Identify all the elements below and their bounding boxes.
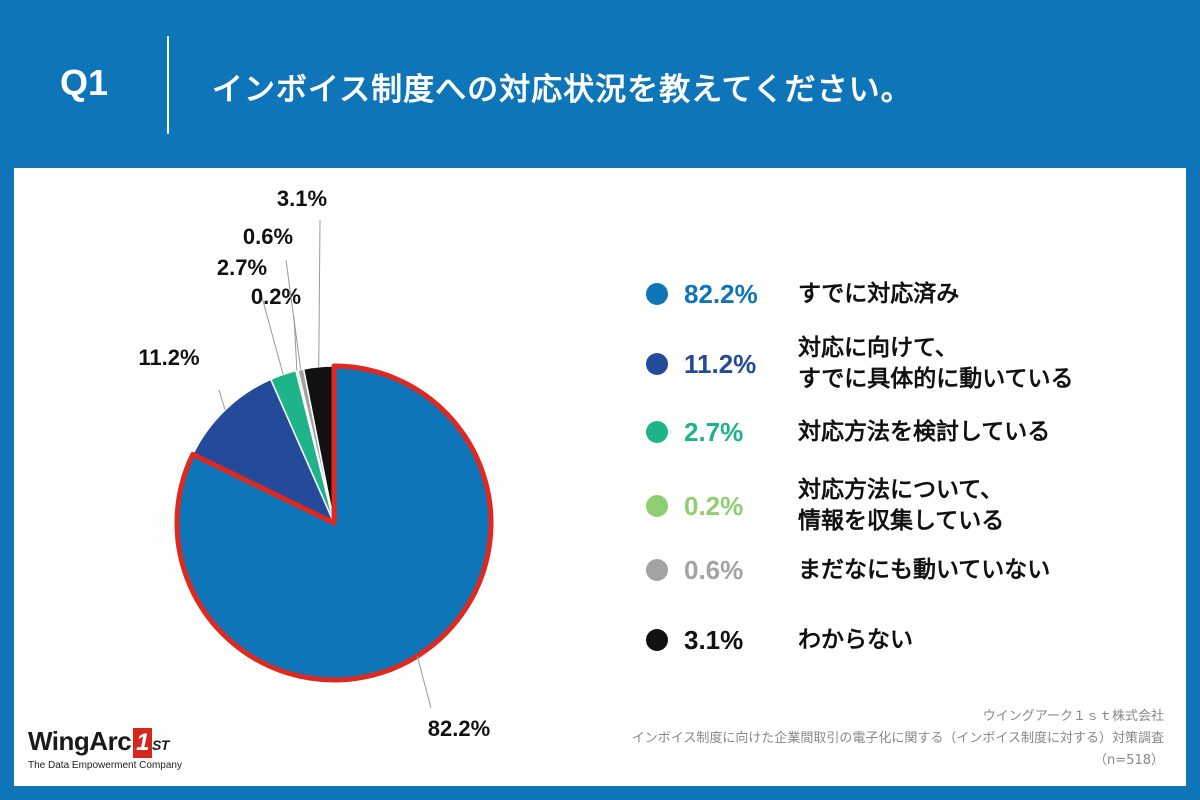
question-title: インボイス制度への対応状況を教えてください。	[212, 72, 913, 108]
legend-swatch-0	[646, 283, 668, 305]
source-sample: （n=518）	[1094, 753, 1164, 768]
legend-swatch-4	[646, 559, 668, 581]
leader-line-4	[285, 259, 302, 370]
legend-value-0: 82.2%	[684, 279, 758, 309]
logo-name: WingArc	[28, 726, 132, 756]
legend: 82.2% すでに対応済み 11.2% 対応に向けて、 すでに具体的に動いている 2.7%…	[646, 168, 1186, 786]
data-label-1: 11.2%	[138, 345, 199, 370]
pie-slice-1	[191, 378, 336, 525]
source-company: ウイングアーク１ｓｔ株式会社	[982, 709, 1164, 724]
logo-tagline: The Data Empowerment Company	[28, 760, 182, 771]
data-label-5: 3.1%	[277, 186, 327, 211]
legend-value-5: 3.1%	[684, 625, 744, 655]
legend-value-4: 0.6%	[684, 555, 744, 585]
data-label-2: 2.7%	[217, 255, 267, 280]
leader-line-2	[259, 289, 284, 375]
legend-swatch-5	[646, 629, 668, 651]
legend-label-3: 対応方法について、 情報を収集している	[798, 477, 1005, 534]
leader-line-5	[318, 219, 321, 367]
legend-label-5: わからない	[798, 626, 913, 653]
header-divider	[167, 36, 169, 134]
source-note: ウイングアーク１ｓｔ株式会社 インボイス制度に向けた企業間取引の電子化に関する（…	[632, 706, 1164, 772]
question-number: Q1	[60, 62, 109, 103]
leader-line-1	[218, 389, 226, 411]
legend-label-2: 対応方法を検討している	[798, 418, 1051, 445]
legend-swatch-2	[646, 421, 668, 443]
legend-label-0: すでに対応済み	[798, 280, 960, 307]
legend-label-1: 対応に向けて、 すでに具体的に動いている	[798, 335, 1074, 392]
legend-value-3: 0.2%	[684, 491, 744, 521]
logo-mark: 1	[133, 728, 153, 758]
legend-value-1: 11.2%	[684, 349, 757, 379]
legend-swatch-3	[646, 495, 668, 517]
pie-highlight-outline	[174, 363, 494, 683]
legend-value-2: 2.7%	[684, 417, 744, 447]
company-logo: WingArc 1 ST The Data Empowerment Company	[28, 726, 182, 771]
legend-label-4: まだなにも動いていない	[798, 556, 1051, 583]
data-label-3: 0.2%	[251, 284, 301, 309]
source-survey: インボイス制度に向けた企業間取引の電子化に関する（インボイス制度に対する）対策調…	[631, 731, 1164, 746]
data-label-0: 82.2%	[428, 716, 490, 741]
legend-swatch-1	[646, 353, 668, 375]
header: Q1 インボイス制度への対応状況を教えてください。	[0, 0, 1200, 168]
data-label-4: 0.6%	[243, 224, 293, 249]
pie-chart: 82.2% 11.2% 2.7% 0.2% 0.6% 3.1%	[138, 186, 494, 741]
chart-panel: 82.2% 11.2% 2.7% 0.2% 0.6% 3.1% 82.2% すでに対応済み 1…	[14, 168, 1186, 786]
leader-line-0	[416, 655, 432, 709]
logo-mark-suffix: ST	[152, 737, 169, 753]
